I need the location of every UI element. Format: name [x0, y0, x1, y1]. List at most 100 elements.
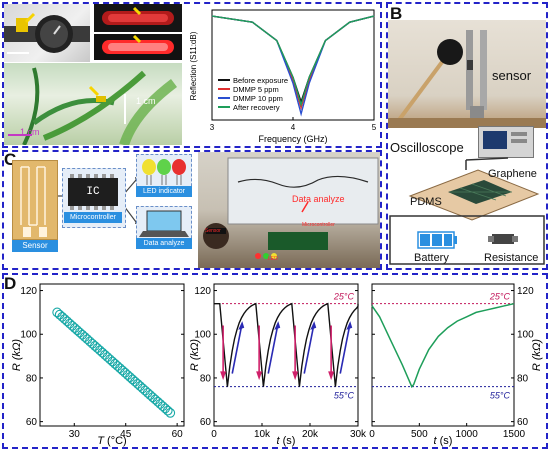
microcontroller-label: Microcontroller	[64, 212, 122, 223]
resistance-curve	[214, 302, 359, 387]
chart-frame	[211, 9, 375, 121]
data-point	[125, 372, 135, 383]
panel-d-label: D	[4, 274, 17, 293]
plot-frame	[371, 283, 515, 427]
data-point	[92, 343, 103, 353]
data-point	[147, 392, 158, 403]
y-tick-label: 60	[517, 417, 529, 428]
data-point	[95, 345, 105, 356]
data-point	[97, 347, 108, 358]
x-tick-label: 500	[411, 429, 428, 440]
x-tick-label: 1000	[456, 429, 479, 440]
data-point	[52, 307, 62, 318]
x-axis-label: t (s)	[277, 435, 296, 447]
arrow-icon	[24, 12, 36, 24]
cycling-chart: 0 10k 20k 30k 60 80 100 120 25°C 55°C R (kΩ) t (s)	[190, 283, 367, 447]
data-point	[67, 320, 78, 331]
y-tick-label: 120	[194, 286, 211, 297]
heating-arrow-icon	[231, 327, 243, 374]
x-tick-label: 45	[120, 429, 132, 440]
data-point	[160, 403, 171, 414]
data-point	[117, 365, 128, 376]
led-indicator-label: LED indicator	[136, 186, 192, 197]
y-tick-label: 60	[200, 417, 212, 428]
data-point	[74, 327, 85, 338]
sensor-electrode	[12, 160, 58, 240]
plant-photo	[4, 63, 182, 145]
data-point	[62, 316, 73, 327]
axis-label: R (kΩ)	[190, 339, 201, 372]
scale-bar-watch	[7, 52, 29, 54]
ref-label-high: 25°C	[333, 292, 355, 302]
data-point	[140, 385, 150, 396]
legend-entry: Before exposure	[233, 76, 288, 85]
data-point	[157, 401, 168, 412]
panel-d	[2, 273, 548, 449]
scale-label-bottom: 1 cm	[20, 127, 40, 137]
oscilloscope-device	[478, 126, 534, 158]
data-point	[79, 332, 90, 342]
data-point	[115, 363, 125, 374]
data-point	[54, 309, 65, 320]
data-point	[110, 358, 120, 369]
panel-c	[2, 150, 382, 270]
x-tick-label: 30	[69, 429, 81, 440]
data-point	[105, 354, 115, 365]
ref-label-low: 55°C	[334, 391, 355, 401]
x-tick-label: 30k	[350, 429, 367, 440]
data-point	[162, 405, 173, 416]
data-point	[122, 370, 133, 380]
ref-label-low: 55°C	[490, 391, 511, 401]
data-point	[152, 396, 163, 407]
y-tick-label: 100	[194, 330, 211, 341]
red-led-icon	[172, 159, 186, 175]
circuit-wire	[389, 215, 545, 265]
experiment-photo	[198, 152, 380, 268]
photo-label-led: LED	[268, 256, 278, 262]
data-analyze-label: Data analyze	[136, 238, 192, 249]
data-point	[64, 318, 75, 329]
data-point	[145, 390, 156, 400]
bike-light-photo-2	[94, 34, 182, 60]
data-point	[135, 381, 145, 391]
x-tick-label: 20k	[302, 429, 319, 440]
data-point	[107, 356, 118, 367]
x-tick-label: 60	[172, 429, 184, 440]
panel-b-label: B	[390, 4, 403, 23]
battery-label: Battery	[414, 252, 449, 264]
x-tick-label: 4	[291, 123, 296, 132]
x-tick-label: 1500	[503, 429, 526, 440]
chart-ylabel: Reflection (S11:dB)	[189, 31, 198, 100]
data-point	[87, 338, 98, 349]
panel-b	[386, 2, 548, 270]
resistor-icon	[492, 234, 514, 244]
ic-label: IC	[86, 186, 100, 198]
x-axis-label: t (s)	[434, 435, 453, 447]
data-point	[82, 334, 93, 345]
photo-annotation-data-analyze: Data analyze	[292, 194, 345, 204]
data-point	[57, 312, 68, 322]
data-point	[150, 394, 161, 405]
axis-label: R (kΩ)	[11, 339, 23, 372]
bike-light-photo-1	[94, 4, 182, 32]
x-tick-label: 0	[369, 429, 375, 440]
scale-bar-bottom	[8, 134, 32, 136]
legend-entry: DMMP 10 ppm	[233, 94, 283, 103]
x-axis-label: T (°C)	[97, 435, 126, 447]
data-point	[59, 314, 70, 324]
data-point	[142, 387, 153, 398]
ic-pins	[70, 174, 116, 178]
data-point	[137, 383, 148, 394]
data-point	[72, 325, 83, 336]
ref-label-high: 25°C	[489, 292, 511, 302]
data-point	[132, 379, 143, 389]
circuit-schematic	[389, 157, 545, 265]
pdms-label: PDMS	[410, 196, 442, 208]
data-point	[165, 408, 176, 418]
y-tick-label: 100	[517, 330, 534, 341]
data-point	[112, 361, 123, 371]
scale-bar-plant	[124, 94, 126, 124]
data-point	[130, 376, 140, 387]
green-led-icon	[157, 159, 171, 175]
single-response-chart: 60 80 100 120 0 500 1000 1500 25°C 55°C R (kΩ) t (s…	[369, 283, 543, 447]
